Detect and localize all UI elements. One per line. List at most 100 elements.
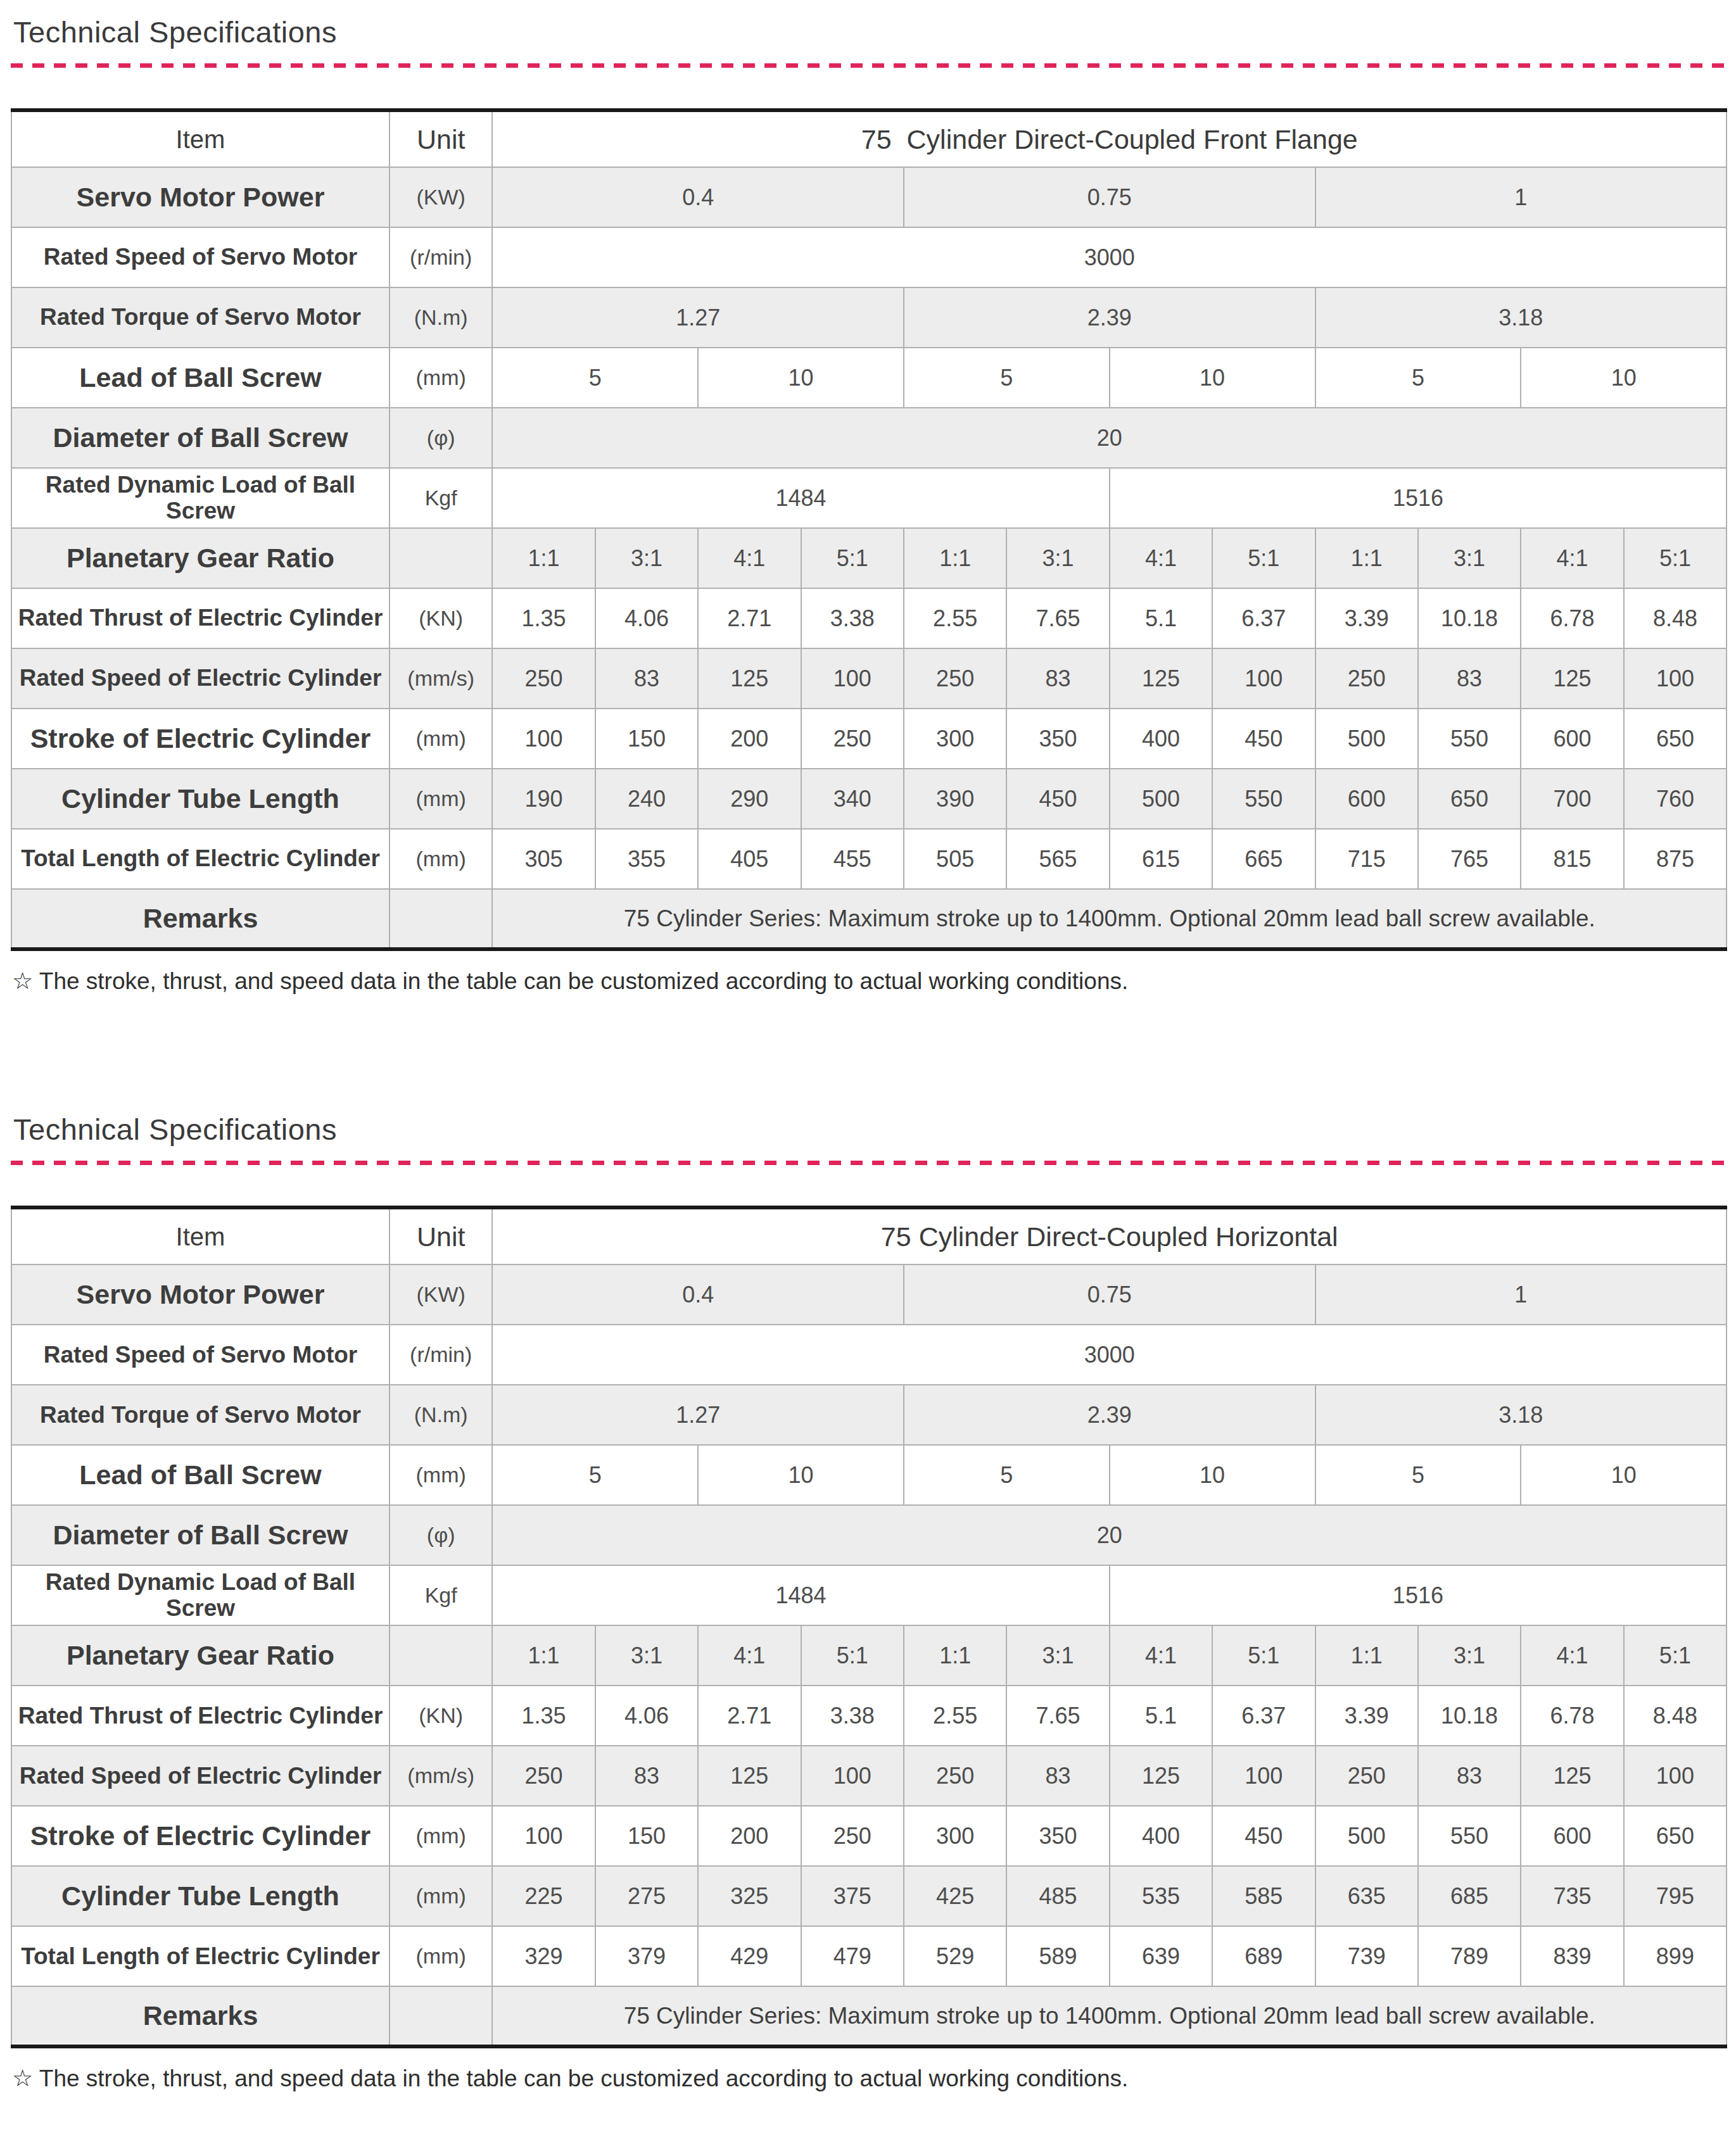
value-cell: 1 <box>1315 167 1727 227</box>
row-label: Rated Dynamic Load of Ball Screw <box>11 1565 390 1625</box>
value-cell: 2.39 <box>904 1385 1315 1445</box>
spec-row: Lead of Ball Screw(mm)510510510 <box>11 348 1726 408</box>
value-cell: 1:1 <box>492 528 595 588</box>
value-cell: 200 <box>698 709 801 769</box>
row-label: Diameter of Ball Screw <box>11 1505 390 1565</box>
value-cell: 589 <box>1006 1926 1109 1986</box>
value-cell: 3:1 <box>595 1625 698 1686</box>
value-cell: 500 <box>1110 769 1212 829</box>
value-cell: 615 <box>1110 829 1212 889</box>
value-cell: 3:1 <box>1006 1625 1109 1686</box>
value-cell: 650 <box>1624 1806 1726 1866</box>
value-cell: 379 <box>595 1926 698 1986</box>
value-cell: 300 <box>904 1806 1006 1866</box>
spec-row: Servo Motor Power(KW)0.40.751 <box>11 167 1726 227</box>
header-row: ItemUnit75 Cylinder Direct-Coupled Horiz… <box>11 1207 1726 1264</box>
value-cell: 689 <box>1212 1926 1315 1986</box>
value-cell: 0.4 <box>492 1264 904 1325</box>
unit-cell: (mm/s) <box>390 1746 492 1806</box>
value-cell: 3.38 <box>801 588 904 648</box>
value-cell: 250 <box>904 1746 1006 1806</box>
item-header: Item <box>11 1207 390 1264</box>
value-cell: 505 <box>904 829 1006 889</box>
unit-cell: (KW) <box>390 167 492 227</box>
value-cell: 100 <box>801 1746 904 1806</box>
row-label: Rated Speed of Electric Cylinder <box>11 1746 390 1806</box>
unit-cell: (mm) <box>390 348 492 408</box>
value-cell: 1:1 <box>904 528 1006 588</box>
row-label: Total Length of Electric Cylinder <box>11 829 390 889</box>
value-cell: 5:1 <box>801 528 904 588</box>
value-cell: 3:1 <box>1418 528 1521 588</box>
value-cell: 1484 <box>492 468 1109 528</box>
item-header: Item <box>11 110 390 167</box>
value-cell: 250 <box>492 648 595 709</box>
value-cell: 250 <box>904 648 1006 709</box>
value-cell: 739 <box>1315 1926 1418 1986</box>
value-cell: 1.35 <box>492 588 595 648</box>
value-cell: 5.1 <box>1110 588 1212 648</box>
value-cell: 550 <box>1418 709 1521 769</box>
value-cell: 250 <box>801 1806 904 1866</box>
value-cell: 390 <box>904 769 1006 829</box>
value-cell: 10 <box>1110 1445 1315 1505</box>
unit-cell <box>390 889 492 949</box>
value-cell: 3.39 <box>1315 588 1418 648</box>
value-cell: 5 <box>492 1445 698 1505</box>
unit-cell: (KN) <box>390 1686 492 1746</box>
value-cell: 100 <box>492 1806 595 1866</box>
unit-cell: (r/min) <box>390 227 492 287</box>
section-title: Technical Specifications <box>13 15 1726 49</box>
value-cell: 83 <box>1418 648 1521 709</box>
value-cell: 3000 <box>492 227 1726 287</box>
row-label: Diameter of Ball Screw <box>11 408 390 468</box>
remarks-label: Remarks <box>11 1986 390 2046</box>
unit-cell: (mm) <box>390 1926 492 1986</box>
value-cell: 1:1 <box>904 1625 1006 1686</box>
row-label: Cylinder Tube Length <box>11 769 390 829</box>
value-cell: 5:1 <box>801 1625 904 1686</box>
value-cell: 83 <box>1006 648 1109 709</box>
value-cell: 83 <box>595 648 698 709</box>
value-cell: 125 <box>698 1746 801 1806</box>
value-cell: 125 <box>1110 648 1212 709</box>
spec-table-horizontal: ItemUnit75 Cylinder Direct-Coupled Horiz… <box>11 1206 1727 2048</box>
value-cell: 4:1 <box>1521 1625 1623 1686</box>
remarks-cell: 75 Cylinder Series: Maximum stroke up to… <box>492 889 1726 949</box>
value-cell: 815 <box>1521 829 1623 889</box>
value-cell: 715 <box>1315 829 1418 889</box>
row-label: Lead of Ball Screw <box>11 348 390 408</box>
value-cell: 125 <box>1521 648 1623 709</box>
value-cell: 125 <box>698 648 801 709</box>
spec-row: Rated Speed of Electric Cylinder(mm/s) 25… <box>11 1746 1726 1806</box>
value-cell: 485 <box>1006 1866 1109 1926</box>
value-cell: 700 <box>1521 769 1623 829</box>
value-cell: 1516 <box>1110 468 1726 528</box>
value-cell: 405 <box>698 829 801 889</box>
value-cell: 329 <box>492 1926 595 1986</box>
series-header: 75 Cylinder Direct-Coupled Horizontal <box>492 1207 1726 1264</box>
row-label: Stroke of Electric Cylinder <box>11 1806 390 1866</box>
value-cell: 240 <box>595 769 698 829</box>
value-cell: 1 <box>1315 1264 1727 1325</box>
spec-row: Rated Dynamic Load of Ball ScrewKgf14841… <box>11 468 1726 528</box>
value-cell: 8.48 <box>1624 1686 1726 1746</box>
value-cell: 4:1 <box>698 1625 801 1686</box>
spec-row: Rated Speed of Electric Cylinder(mm/s)25… <box>11 648 1726 709</box>
unit-cell <box>390 1986 492 2046</box>
page: Technical Specifications ItemUnit75 Cyli… <box>0 0 1736 2093</box>
value-cell: 250 <box>1315 1746 1418 1806</box>
spec-row: Servo Motor Power(KW)0.40.751 <box>11 1264 1726 1325</box>
footnote: ☆ The stroke, thrust, and speed data in … <box>12 2065 1726 2093</box>
spec-row: Rated Speed of Servo Motor(r/min)3000 <box>11 1325 1726 1385</box>
value-cell: 250 <box>1315 648 1418 709</box>
row-label: Servo Motor Power <box>11 1264 390 1325</box>
value-cell: 635 <box>1315 1866 1418 1926</box>
section-title: Technical Specifications <box>13 1113 1726 1147</box>
spec-row: Diameter of Ball Screw(φ)20 <box>11 408 1726 468</box>
value-cell: 1.27 <box>492 287 904 348</box>
value-cell: 450 <box>1006 769 1109 829</box>
value-cell: 1516 <box>1110 1565 1726 1625</box>
value-cell: 2.39 <box>904 287 1315 348</box>
value-cell: 4:1 <box>1521 528 1623 588</box>
